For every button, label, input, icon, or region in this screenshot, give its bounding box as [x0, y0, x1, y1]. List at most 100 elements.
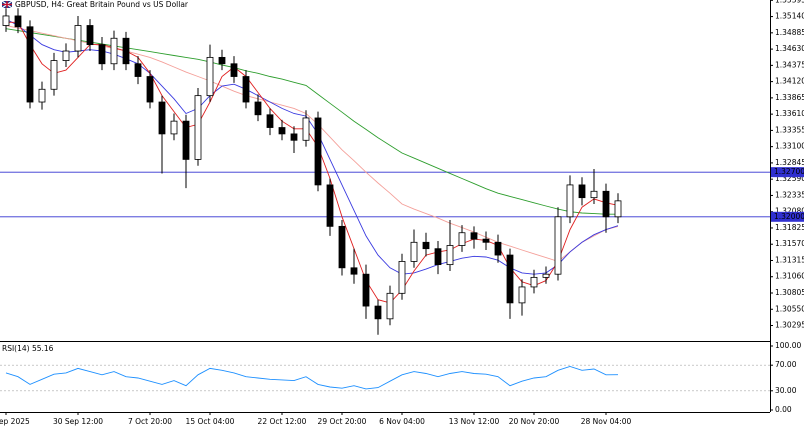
x-tick-label: 13 Nov 12:00: [449, 417, 500, 426]
candle-body: [470, 232, 478, 240]
y-tick-label: 1.34120: [775, 77, 804, 86]
candle-body: [374, 305, 382, 320]
candle-body: [278, 127, 286, 135]
y-tick-label: 1.31825: [775, 223, 804, 232]
candle-body: [602, 190, 610, 218]
candle-body: [590, 190, 598, 199]
candle-body: [2, 15, 10, 26]
candle-body: [446, 245, 454, 266]
y-tick-label: 1.31060: [775, 272, 804, 281]
candle-body: [170, 120, 178, 135]
level-label-bg: [771, 211, 804, 222]
y-tick-label: 1.31570: [775, 239, 804, 248]
y-tick-label: 70.00: [775, 360, 797, 369]
level-label: 1.32700: [774, 167, 804, 176]
y-tick-label: 1.32335: [775, 190, 804, 199]
y-tick-label: 1.32845: [775, 158, 804, 167]
y-tick-label: 1.34630: [775, 44, 804, 53]
candle-body: [410, 241, 418, 262]
level-label-bg: [771, 167, 804, 178]
candle-body: [530, 276, 538, 288]
y-tick-label: 1.30805: [775, 288, 804, 297]
candle-body: [254, 101, 262, 116]
rsi-line: [5, 366, 619, 390]
x-tick-label: 15 Oct 04:00: [186, 417, 235, 426]
candle-body: [26, 26, 34, 103]
candle-body: [110, 37, 118, 65]
y-tick-label: 1.35140: [775, 12, 804, 21]
x-tick-label: 22 Oct 12:00: [258, 417, 307, 426]
candle-body: [566, 184, 574, 218]
candle-body: [14, 15, 22, 28]
x-tick-label: 30 Sep 12:00: [53, 417, 103, 426]
y-tick-label: 100.00: [775, 341, 801, 350]
y-tick-label: 1.34375: [775, 60, 804, 69]
candle-body: [98, 44, 106, 65]
candle-body: [362, 273, 370, 307]
candle-body: [314, 117, 322, 186]
candle-body: [50, 60, 58, 90]
candle-body: [62, 50, 70, 61]
moving-average: [5, 18, 619, 275]
y-tick-label: 1.33610: [775, 109, 804, 118]
candle-body: [86, 25, 94, 46]
y-tick-label: 0.00: [775, 405, 792, 414]
candle-body: [554, 216, 562, 275]
candle-body: [338, 225, 346, 269]
candle-body: [302, 117, 310, 141]
y-tick-label: 1.31315: [775, 255, 804, 264]
candle-body: [578, 184, 586, 199]
chart-title: GBPUSD, H4: Great Britain Pound vs US Do…: [15, 0, 189, 9]
x-tick-label: 6 Nov 04:00: [379, 417, 425, 426]
candle-body: [74, 25, 82, 52]
candle-body: [434, 248, 442, 266]
y-tick-label: 1.33100: [775, 142, 804, 151]
candle-body: [386, 292, 394, 320]
candle-body: [494, 241, 502, 256]
candle-body: [326, 184, 334, 227]
y-tick-label: 30.00: [775, 386, 797, 395]
candle-body: [158, 101, 166, 135]
moving-average: [5, 25, 619, 262]
y-tick-label: 1.34885: [775, 28, 804, 37]
candle-body: [458, 232, 466, 246]
y-tick-label: 1.32590: [775, 174, 804, 183]
moving-average: [6, 21, 619, 304]
candle-body: [194, 95, 202, 160]
x-tick-label: 29 Oct 20:00: [318, 417, 367, 426]
y-tick-label: 1.35395: [775, 0, 804, 4]
candle-body: [182, 120, 190, 160]
candle-body: [290, 133, 298, 141]
candle-body: [206, 56, 214, 97]
x-tick-label: 23 Sep 2025: [0, 417, 30, 426]
flag-icon: [1, 0, 13, 9]
rsi-title: RSI(14) 55.16: [2, 344, 54, 353]
candle-body: [614, 200, 622, 218]
candle-body: [38, 88, 46, 103]
candle-body: [542, 273, 550, 278]
candle-body: [146, 76, 154, 103]
x-tick-label: 28 Nov 04:00: [581, 417, 632, 426]
x-tick-label: 20 Nov 20:00: [509, 417, 560, 426]
candle-body: [242, 76, 250, 103]
y-tick-label: 1.32080: [775, 207, 804, 216]
candle-body: [122, 37, 130, 65]
candle-body: [218, 56, 226, 65]
candle-body: [422, 241, 430, 250]
candle-body: [350, 267, 358, 275]
y-tick-label: 1.33865: [775, 93, 804, 102]
candle-body: [482, 238, 490, 243]
candle-body: [398, 261, 406, 294]
candle-body: [266, 114, 274, 128]
candle-body: [518, 286, 526, 304]
candle-body: [134, 63, 142, 77]
y-tick-label: 1.30550: [775, 304, 804, 313]
candle-body: [506, 254, 514, 304]
moving-average: [5, 28, 618, 215]
candle-body: [230, 63, 238, 77]
x-tick-label: 7 Oct 20:00: [128, 417, 172, 426]
y-tick-label: 1.30295: [775, 321, 804, 330]
level-label: 1.32000: [774, 212, 804, 221]
